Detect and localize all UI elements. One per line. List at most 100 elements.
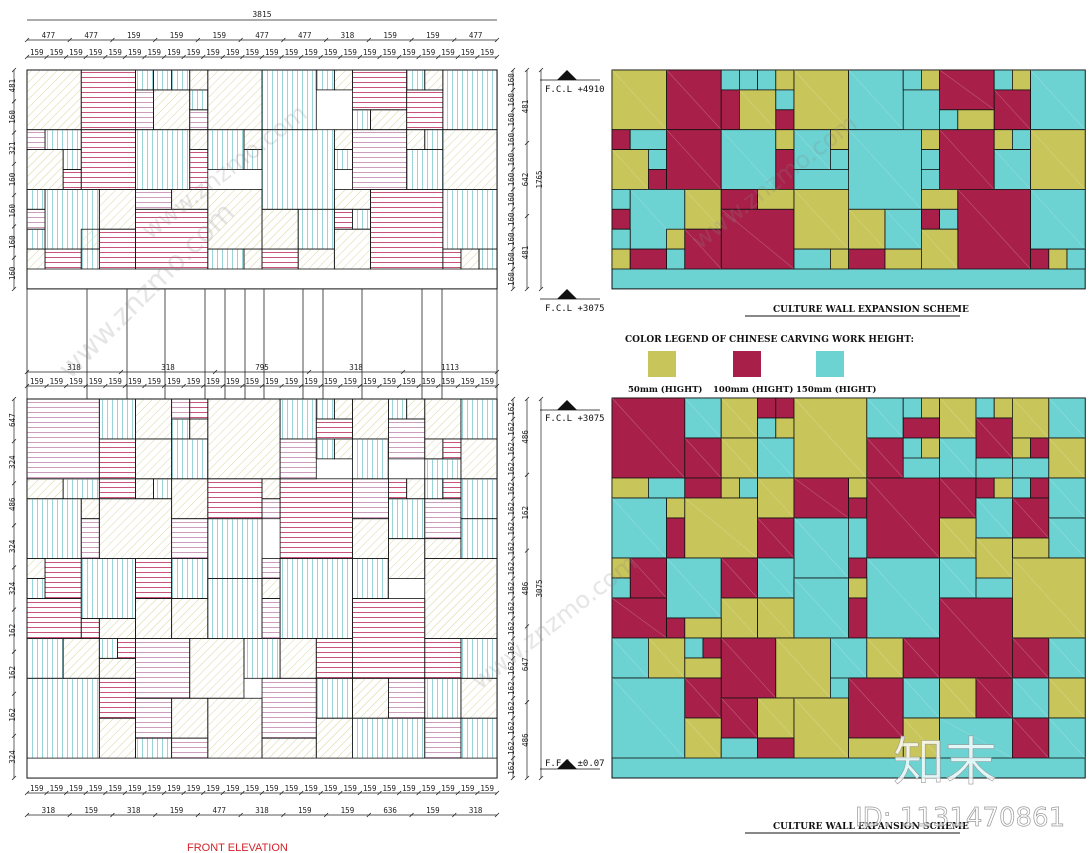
dim-lower-right-a-label: 162 — [507, 422, 516, 436]
exp-bottom-facet-line — [830, 637, 868, 679]
exp-top-block — [684, 188, 722, 230]
lower-elev-block — [424, 458, 462, 480]
level-marker-mid-lower: F.C.L +3075 — [540, 400, 605, 424]
exp-bottom-block — [757, 397, 777, 419]
dim-bottom-row1-tick — [44, 790, 49, 796]
exp-top-block — [720, 129, 777, 190]
lower-elevation — [26, 398, 498, 779]
lower-elev-block — [424, 717, 462, 759]
exp-top-block — [720, 69, 740, 91]
exp-top-block — [884, 248, 922, 270]
exp-bottom-facet-line — [684, 717, 722, 759]
dim-bottom-row2-tick — [195, 812, 201, 818]
dim-mid-row2-label: 159 — [128, 377, 142, 386]
exp-top-block — [793, 188, 849, 250]
dim-lower-left-tick — [11, 396, 17, 402]
lower-elev-block — [171, 697, 209, 739]
dim-upper-right-b-tick — [524, 67, 530, 73]
exp-bottom-block — [1048, 637, 1086, 679]
dim-upper-left-tick — [11, 130, 17, 135]
dim-mid-row2-tick — [455, 383, 461, 389]
upper-elev-block — [26, 149, 64, 190]
exp-bottom-block — [684, 677, 722, 719]
exp-bottom-block — [1030, 477, 1050, 499]
exp-bottom-facet-line — [793, 517, 849, 579]
dim-lower-left-tick — [11, 775, 17, 781]
exp-bottom-block — [848, 577, 868, 599]
exp-bottom-block — [611, 637, 649, 679]
dim-lower-total-tick — [538, 396, 544, 402]
dim-top-row1-tick — [323, 37, 329, 43]
exp-top-block — [1030, 129, 1086, 190]
dim-mid-row1-tick — [306, 369, 312, 375]
lower-elev-block — [207, 578, 263, 639]
exp-bottom-block — [939, 677, 977, 719]
dim-lower-left-label: 162 — [8, 666, 17, 680]
dim-top-row2-label: 159 — [461, 48, 475, 57]
lower-elev-block — [424, 398, 462, 440]
exp-bottom-block — [939, 557, 977, 599]
dim-bottom-row1-tick — [83, 790, 89, 796]
dim-upper-right-b-label: 481 — [521, 100, 530, 114]
dim-bottom-row1-label: 159 — [206, 784, 220, 793]
upper-elev-block — [333, 208, 353, 230]
exp-bottom-block — [739, 477, 759, 499]
exp-top-block — [793, 248, 831, 270]
dim-mid-row1-label: 318 — [67, 363, 81, 372]
dim-lower-total-label: 3075 — [535, 579, 544, 597]
dim-top-row2-label: 159 — [265, 48, 279, 57]
exp-top-facet-line — [666, 69, 722, 130]
exp-bottom-facet-line — [866, 397, 904, 439]
dim-top-row1-tick — [451, 37, 457, 43]
lower-elev-block — [26, 638, 64, 679]
exp-bottom-facet-line — [684, 437, 722, 479]
exp-top-block — [884, 208, 922, 250]
lower-elev-block — [135, 398, 173, 440]
exp-top-block — [629, 129, 668, 150]
exp-bottom-facet-line — [720, 637, 777, 699]
dim-lower-right-a-tick — [510, 556, 516, 561]
exp-bottom-facet-line — [848, 677, 904, 739]
lower-elev-block — [171, 737, 209, 759]
lower-elev-block — [26, 578, 46, 599]
dim-bottom-row2-label: 318 — [469, 806, 483, 815]
exp-bottom-block — [1030, 437, 1050, 459]
lower-elev-block — [261, 737, 317, 759]
exp-top-block — [793, 69, 849, 131]
dim-mid-row2-label: 159 — [89, 377, 103, 386]
lower-elev-block — [261, 598, 281, 639]
lower-elev-block — [98, 717, 136, 759]
exp-bottom-block — [720, 637, 777, 699]
legend-label: 50mm (HIGHT) — [628, 384, 702, 395]
upper-elev-block — [442, 248, 462, 270]
dim-top-row2-label: 159 — [206, 48, 220, 57]
dim-top-row2-label: 159 — [245, 48, 259, 57]
exp-bottom-facet-line — [1048, 437, 1086, 479]
lower-elev-block — [26, 498, 82, 559]
exp-bottom-block — [902, 717, 941, 759]
exp-bottom-block — [1048, 717, 1086, 759]
dim-lower-right-a-tick — [510, 675, 516, 681]
dim-bottom-row1-label: 159 — [108, 784, 122, 793]
exp-top-block — [666, 129, 722, 190]
upper-elev-block — [207, 248, 245, 270]
exp-bottom-facet-line — [1048, 637, 1086, 679]
exp-bottom-block — [666, 497, 686, 519]
dim-lower-right-a-label: 162 — [507, 701, 516, 715]
lower-elev-block — [279, 478, 353, 559]
exp-top-block — [939, 208, 959, 230]
dim-mid-row2-tick — [475, 383, 480, 389]
legend-swatch — [816, 351, 844, 377]
dim-upper-right-a-tick — [510, 167, 516, 172]
dim-lower-right-b-tick — [524, 699, 530, 705]
dim-lower-right-a-label: 162 — [507, 442, 516, 456]
lower-elev-block — [171, 598, 209, 639]
dim-mid-row2-tick — [279, 383, 284, 389]
dim-mid-row2-tick — [494, 383, 500, 389]
dim-top-row2-tick — [44, 54, 49, 60]
exp-bottom-block — [866, 477, 940, 559]
exp-bottom-block — [684, 617, 722, 639]
lower-elev-block — [424, 438, 444, 460]
exp-bottom-facet-line — [757, 477, 795, 519]
dim-top-row1-tick — [238, 37, 243, 43]
